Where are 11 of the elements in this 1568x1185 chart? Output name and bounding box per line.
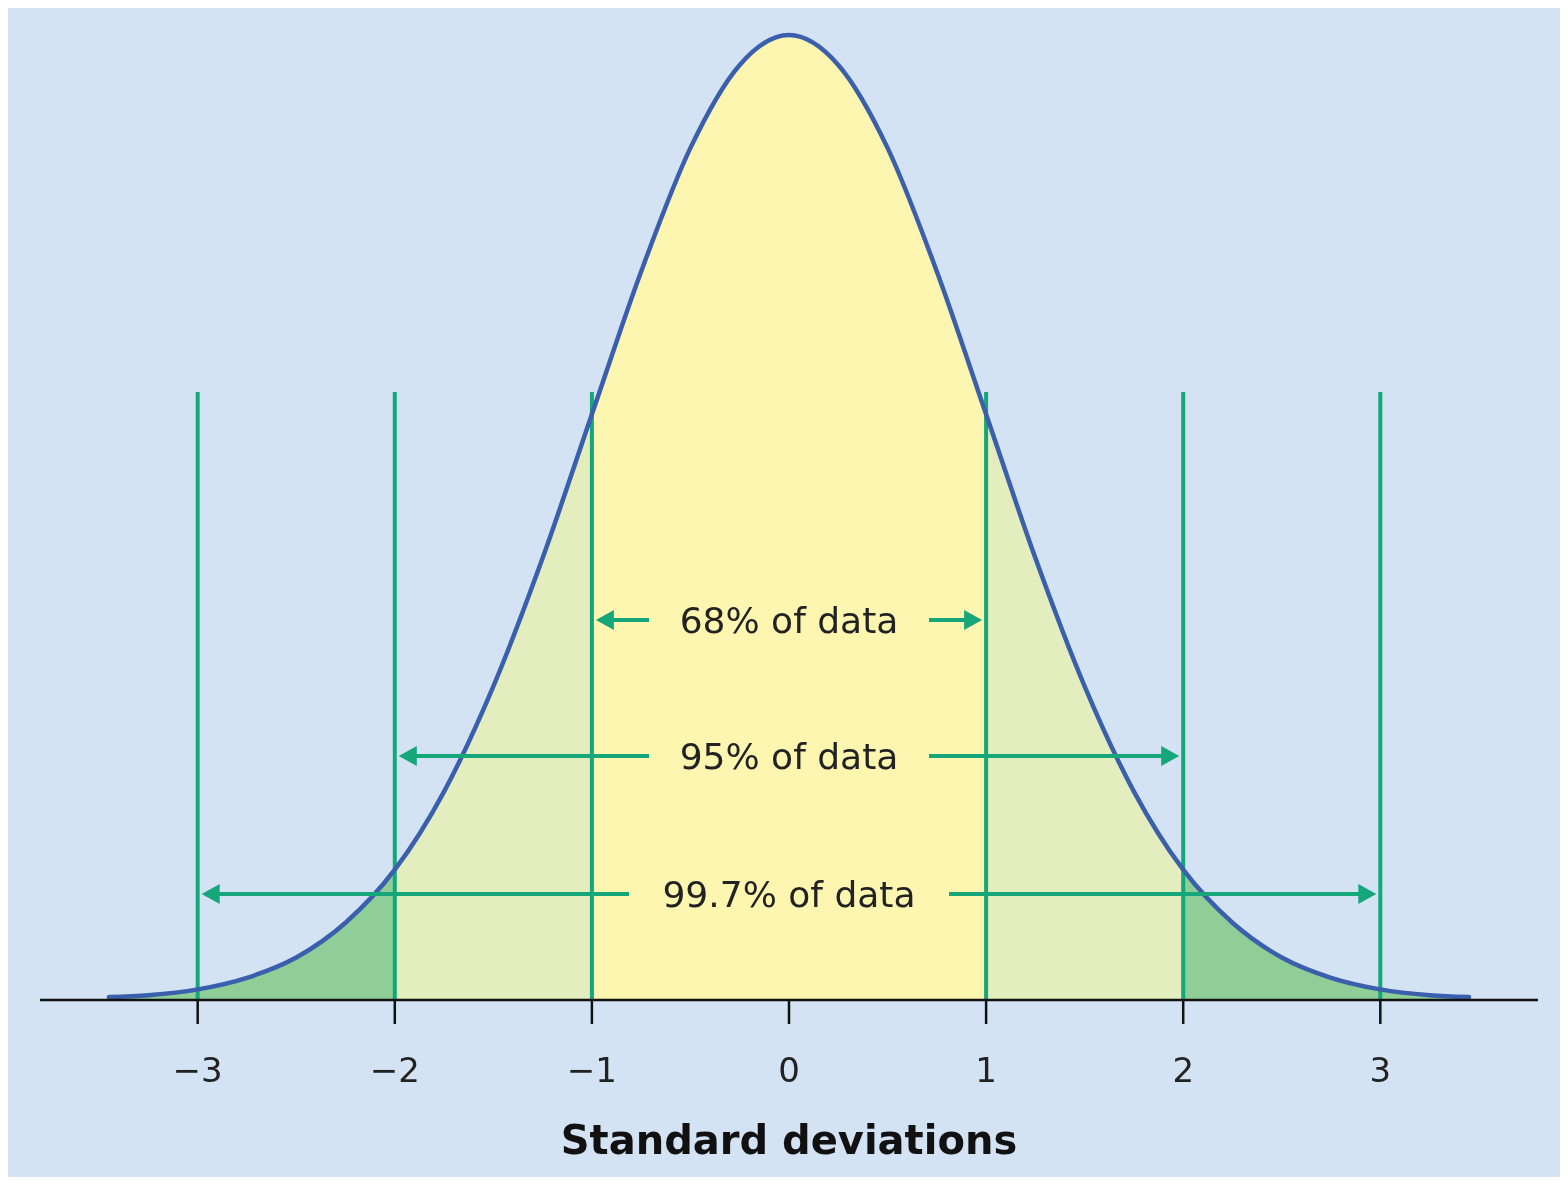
x-tick-label: 0 — [778, 1050, 800, 1090]
annotation: 95% of data — [679, 736, 899, 777]
x-tick-label: −2 — [369, 1050, 420, 1090]
x-tick-label: 2 — [1172, 1050, 1195, 1090]
annotation: 68% of data — [679, 600, 899, 641]
x-tick-label: −3 — [172, 1050, 223, 1090]
x-axis-title: Standard deviations — [560, 1117, 1018, 1163]
annotation: 99.7% of data — [662, 874, 916, 915]
x-tick-label: −1 — [566, 1050, 617, 1090]
x-tick-label: 3 — [1369, 1050, 1392, 1090]
x-tick-label: 1 — [975, 1050, 997, 1090]
